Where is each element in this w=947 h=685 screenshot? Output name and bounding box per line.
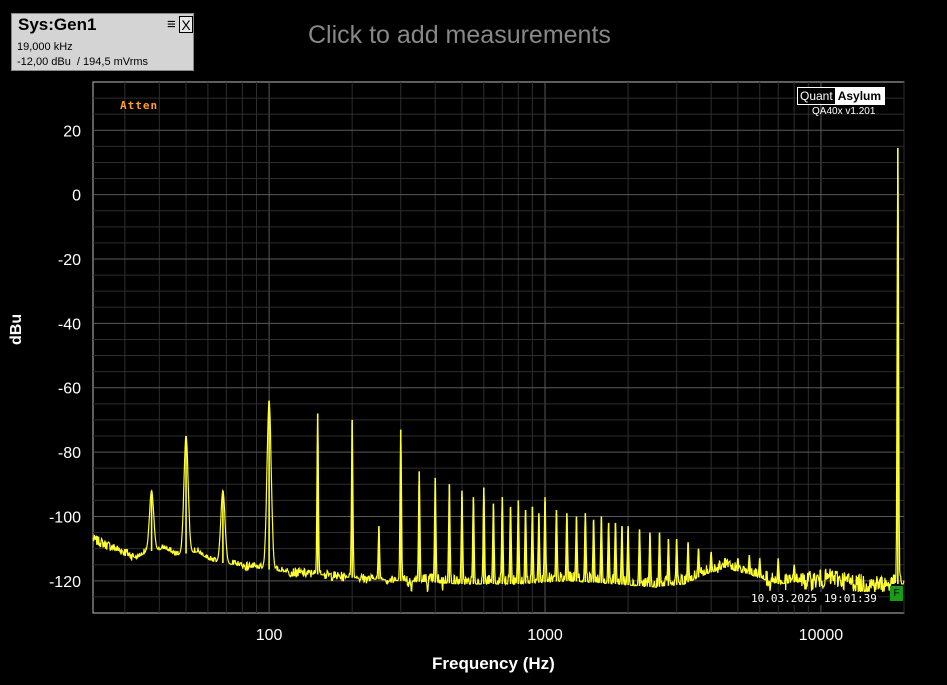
version-label: QA40x v1.201 [812, 106, 876, 117]
y-axis-title: dBu [8, 313, 25, 345]
add-measurements-prompt[interactable]: Click to add measurements [308, 21, 611, 49]
x-tick-label: 10000 [799, 627, 844, 644]
y-tick-label: -60 [58, 381, 81, 398]
generator-level: -12,00 dBu / 194,5 mVrms [17, 56, 149, 68]
generator-frequency: 19,000 kHz [17, 41, 73, 53]
menu-icon[interactable]: ≡ [167, 16, 176, 33]
y-tick-label: -120 [49, 574, 81, 591]
y-tick-label: -40 [58, 316, 81, 333]
timestamp: 10.03.2025 19:01:39 [750, 592, 878, 605]
spectrum-trace [92, 149, 905, 594]
brand-logo: Quant Asylum [797, 87, 886, 105]
y-tick-label: -80 [58, 445, 81, 462]
x-tick-label: 100 [256, 627, 283, 644]
y-tick-label: 20 [63, 123, 81, 140]
plot-area [92, 81, 905, 614]
generator-panel[interactable]: Sys:Gen1 ≡ X 19,000 kHz -12,00 dBu / 194… [11, 13, 194, 71]
close-button[interactable]: X [179, 16, 193, 33]
x-tick-label: 1000 [527, 627, 563, 644]
brand-right: Asylum [834, 88, 885, 104]
y-tick-label: -100 [49, 509, 81, 526]
generator-title: Sys:Gen1 [18, 15, 97, 34]
atten-indicator: Atten [120, 99, 159, 112]
y-tick-label: 0 [72, 188, 81, 205]
brand-left: Quant [798, 88, 835, 104]
flag-badge[interactable]: F [890, 586, 903, 601]
y-tick-label: -20 [58, 252, 81, 269]
x-axis-title: Frequency (Hz) [432, 654, 555, 673]
